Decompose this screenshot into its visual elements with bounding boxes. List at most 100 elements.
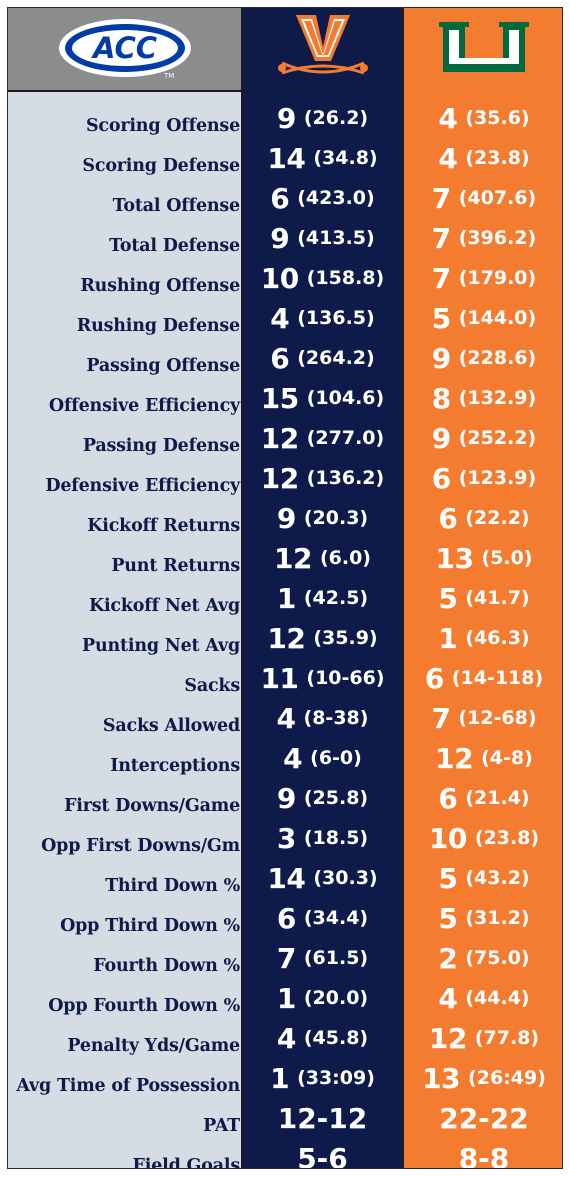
miami-rank: 5 (438, 581, 458, 615)
miami-stat-value: (43.2) (465, 867, 530, 889)
miami-rank: 8 (431, 381, 451, 415)
virginia-rank: 12 (274, 541, 312, 575)
miami-rank: 2 (438, 941, 458, 975)
table-row: Field Goals 5-6 8-8 (8, 1138, 562, 1169)
stat-label: Punt Returns (111, 556, 240, 576)
miami-stat-value: (179.0) (458, 267, 537, 289)
miami-stat-cell: 5 (144.0) (404, 298, 562, 338)
table-row: Kickoff Returns 9 (20.3) 6 (22.2) (8, 498, 562, 538)
virginia-stat-value: (20.0) (303, 987, 369, 1009)
virginia-stat-cell: 12 (6.0) (243, 538, 402, 578)
miami-stat-cell: 13 (26:49) (404, 1058, 562, 1098)
miami-stat-value: (4-8) (481, 747, 533, 769)
miami-stat-value: (228.6) (458, 347, 537, 369)
miami-stat-cell: 12 (77.8) (404, 1018, 562, 1058)
miami-stat-cell: 22-22 (404, 1098, 562, 1138)
virginia-stat-value: (10-66) (306, 667, 385, 689)
virginia-stat-value: (20.3) (303, 507, 369, 529)
table-row: Passing Offense 6 (264.2) 9 (228.6) (8, 338, 562, 378)
table-row: Passing Defense 12 (277.0) 9 (252.2) (8, 418, 562, 458)
stat-label: Defensive Efficiency (45, 476, 240, 496)
virginia-rank: 9 (276, 101, 296, 135)
virginia-stat-cell: 11 (10-66) (243, 658, 402, 698)
miami-rank: 7 (431, 701, 451, 735)
miami-stat-cell: 8 (132.9) (404, 378, 562, 418)
miami-stat-cell: 7 (179.0) (404, 258, 562, 298)
virginia-stat-cell: 7 (61.5) (243, 938, 402, 978)
virginia-stat-cell: 4 (136.5) (243, 298, 402, 338)
virginia-rank: 9 (276, 781, 296, 815)
virginia-stat-cell: 10 (158.8) (243, 258, 402, 298)
miami-stat-value: (75.0) (465, 947, 530, 969)
miami-column (403, 8, 562, 1168)
virginia-stat-value: (34.8) (313, 147, 378, 169)
virginia-stat-value: (136.5) (297, 307, 375, 329)
miami-rank: 10 (428, 821, 467, 855)
acc-trademark: TM (163, 72, 174, 80)
stat-label: Opp Fourth Down % (48, 996, 240, 1016)
virginia-stat-cell: 6 (34.4) (243, 898, 402, 938)
column-divider-right (402, 8, 404, 1168)
virginia-stat-cell: 1 (33:09) (243, 1058, 402, 1098)
miami-stat-cell: 2 (75.0) (404, 938, 562, 978)
miami-stat-value: (407.6) (458, 187, 537, 209)
miami-stat-cell: 7 (12-68) (404, 698, 562, 738)
miami-stat-cell: 10 (23.8) (404, 818, 562, 858)
virginia-logo-cell: V (243, 8, 402, 90)
virginia-stat-cell: 1 (20.0) (243, 978, 402, 1018)
virginia-rank: 12 (267, 621, 306, 655)
virginia-stat-value: (25.8) (303, 787, 369, 809)
table-row: Total Offense 6 (423.0) 7 (407.6) (8, 178, 562, 218)
virginia-rank: 12 (260, 461, 299, 495)
stats-comparison-table: ACC TM V (7, 7, 563, 1169)
virginia-rank: 12-12 (277, 1101, 368, 1135)
stat-label: Total Defense (109, 236, 240, 256)
virginia-rank: 6 (270, 341, 290, 375)
miami-rank: 9 (431, 421, 451, 455)
table-row: Fourth Down % 7 (61.5) 2 (75.0) (8, 938, 562, 978)
miami-rank: 4 (438, 141, 458, 175)
virginia-stat-cell: 9 (25.8) (243, 778, 402, 818)
virginia-rank: 1 (276, 981, 296, 1015)
miami-stat-cell: 4 (23.8) (404, 138, 562, 178)
stat-label: Opp Third Down % (60, 916, 240, 936)
miami-stat-value: (23.8) (465, 147, 530, 169)
virginia-rank: 4 (283, 741, 303, 775)
table-row: Penalty Yds/Game 4 (45.8) 12 (77.8) (8, 1018, 562, 1058)
virginia-stat-value: (423.0) (297, 187, 375, 209)
stat-label: First Downs/Game (64, 796, 240, 816)
miami-rank: 6 (438, 501, 458, 535)
stat-label: Sacks Allowed (102, 716, 240, 736)
stat-label: Kickoff Returns (87, 516, 240, 536)
table-row: Third Down % 14 (30.3) 5 (43.2) (8, 858, 562, 898)
virginia-column (242, 8, 403, 1168)
virginia-stat-value: (104.6) (306, 387, 385, 409)
table-row: Defensive Efficiency 12 (136.2) 6 (123.9) (8, 458, 562, 498)
virginia-stat-cell: 6 (264.2) (243, 338, 402, 378)
virginia-logo-icon: V (277, 15, 368, 87)
acc-logo-text: ACC (91, 31, 157, 65)
stat-label: Scoring Defense (82, 156, 240, 176)
virginia-stat-cell: 1 (42.5) (243, 578, 402, 618)
virginia-rank: 11 (260, 661, 299, 695)
miami-stat-cell: 7 (396.2) (404, 218, 562, 258)
table-row: Avg Time of Possession 1 (33:09) 13 (26:49) (8, 1058, 562, 1098)
miami-stat-cell: 6 (14-118) (404, 658, 562, 698)
table-row: First Downs/Game 9 (25.8) 6 (21.4) (8, 778, 562, 818)
table-row: Punting Net Avg 12 (35.9) 1 (46.3) (8, 618, 562, 658)
miami-logo-letter: U (484, 81, 485, 83)
miami-stat-value: (12-68) (458, 707, 537, 729)
stat-label: Fourth Down % (93, 956, 240, 976)
virginia-stat-value: (264.2) (297, 347, 375, 369)
table-row: Opp Third Down % 6 (34.4) 5 (31.2) (8, 898, 562, 938)
stat-label: Third Down % (105, 876, 240, 896)
virginia-rank: 4 (276, 1021, 296, 1055)
table-row: Scoring Defense 14 (34.8) 4 (23.8) (8, 138, 562, 178)
virginia-rank: 4 (270, 301, 290, 335)
miami-rank: 13 (435, 541, 474, 575)
virginia-stat-value: (413.5) (297, 227, 375, 249)
miami-rank: 6 (431, 461, 451, 495)
miami-stat-value: (26:49) (468, 1067, 546, 1089)
virginia-stat-value: (35.9) (313, 627, 378, 649)
stat-label: Sacks (184, 676, 240, 696)
